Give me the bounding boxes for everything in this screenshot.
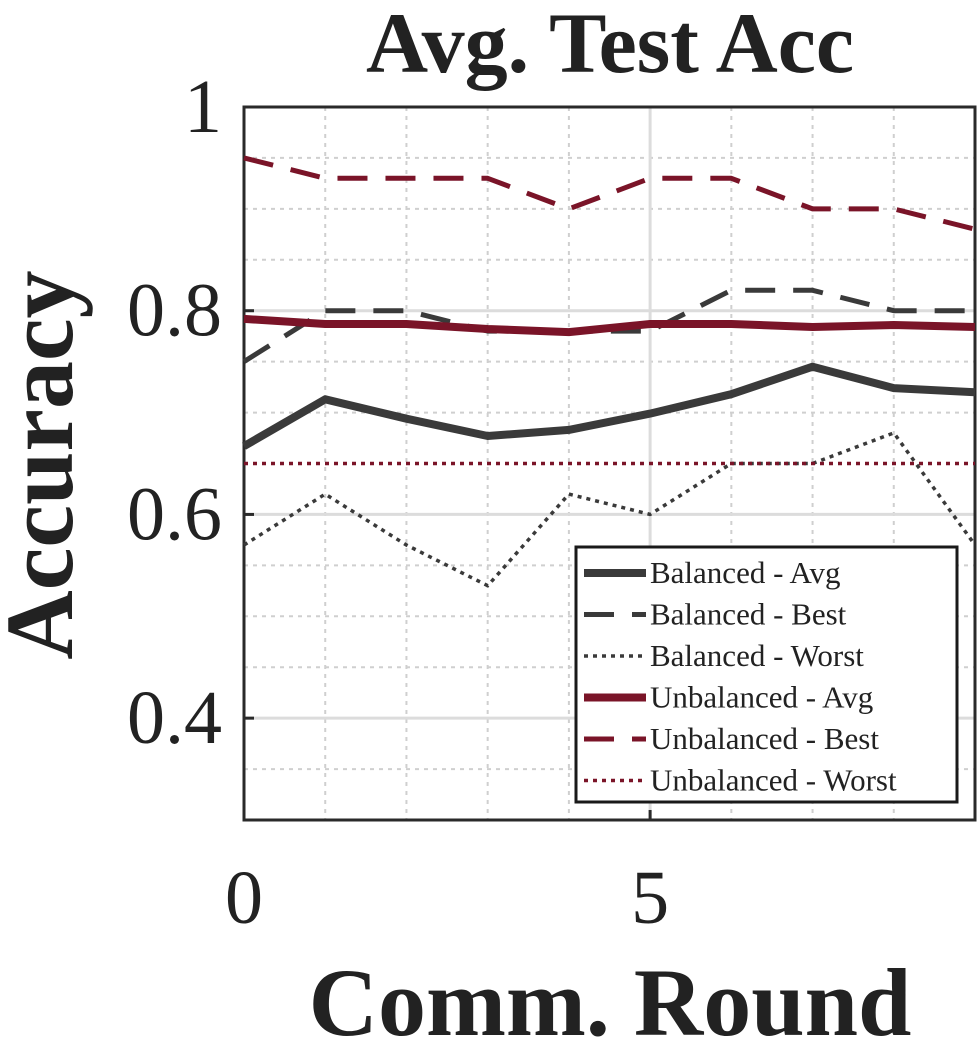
chart-title: Avg. Test Acc [366, 0, 854, 91]
legend-label: Balanced - Best [650, 597, 847, 632]
legend-label: Unbalanced - Worst [650, 763, 897, 798]
x-tick-label: 0 [225, 856, 263, 940]
series-line-1 [242, 287, 975, 364]
series-line-4 [243, 155, 976, 232]
y-tick-label: 0.6 [127, 472, 222, 556]
x-axis-label: Comm. Round [309, 949, 912, 1041]
legend-label: Balanced - Avg [650, 555, 841, 590]
series-line-3 [243, 314, 976, 337]
legend-label: Unbalanced - Avg [650, 680, 873, 715]
series-line-0 [241, 362, 976, 450]
y-axis-label: Accuracy [0, 270, 93, 659]
y-tick-label: 0.8 [127, 269, 222, 353]
y-tick-label: 1 [184, 65, 222, 149]
y-tick-label: 0.4 [127, 676, 222, 760]
legend-label: Balanced - Worst [650, 638, 864, 673]
x-tick-label: 5 [631, 856, 669, 940]
legend-box [574, 545, 959, 804]
plot-area: 0.4 0.6 0.8 1 0 5 Balanced - Avg Balanced - Bes… [127, 65, 977, 940]
legend-label: Unbalanced - Best [650, 721, 879, 756]
